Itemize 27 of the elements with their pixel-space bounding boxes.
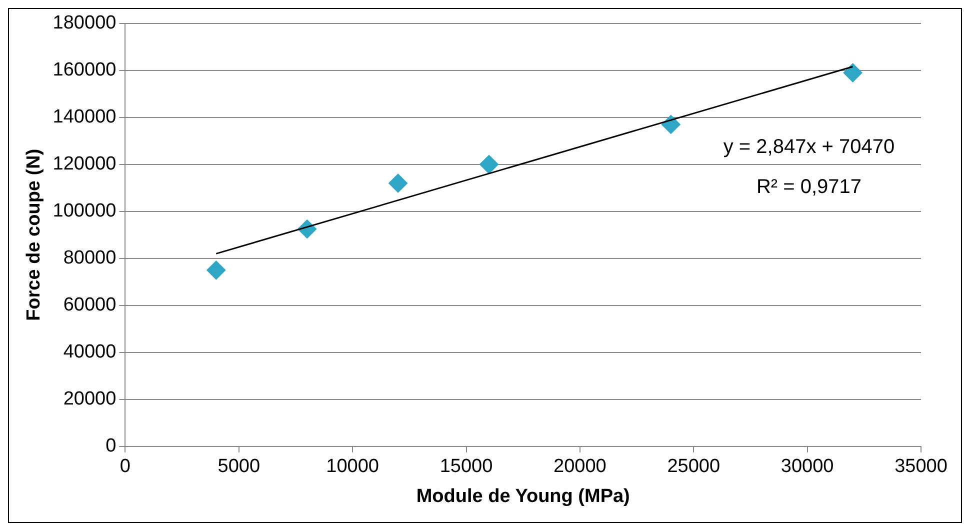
y-axis-title: Force de coupe (N)	[24, 148, 45, 321]
y-tick-label: 160000	[52, 60, 116, 81]
x-tick-label: 20000	[554, 456, 606, 478]
y-tick-label: 0	[106, 436, 116, 457]
y-tick-label: 140000	[52, 106, 116, 128]
point	[661, 114, 680, 134]
point	[388, 174, 408, 193]
x-tick-label: 0	[120, 456, 130, 478]
annotation: y = 2,847x + 70470	[722, 135, 896, 159]
y-tick-label: 60000	[63, 294, 116, 316]
y-tick-label: 20000	[63, 388, 116, 410]
x-tick-label: 35000	[894, 456, 948, 478]
y-tick-label: 180000	[52, 12, 116, 34]
y-tick-label: 120000	[52, 154, 116, 175]
x-tick-label: 25000	[667, 456, 720, 478]
x-tick-label: 30000	[780, 456, 834, 478]
point	[479, 154, 498, 174]
annotation: R² = 0,9717	[755, 175, 863, 199]
y-tick-label: 40000	[63, 342, 116, 363]
y-tick-label: 80000	[63, 248, 116, 269]
x-tick-label: 15000	[440, 456, 493, 478]
x-tick-label: 5000	[218, 456, 260, 478]
y-tick-label: 100000	[52, 200, 116, 222]
x-axis-title: Module de Young (MPa)	[416, 486, 630, 507]
point	[206, 260, 226, 280]
point	[843, 63, 862, 82]
x-tick-label: 10000	[326, 456, 379, 478]
